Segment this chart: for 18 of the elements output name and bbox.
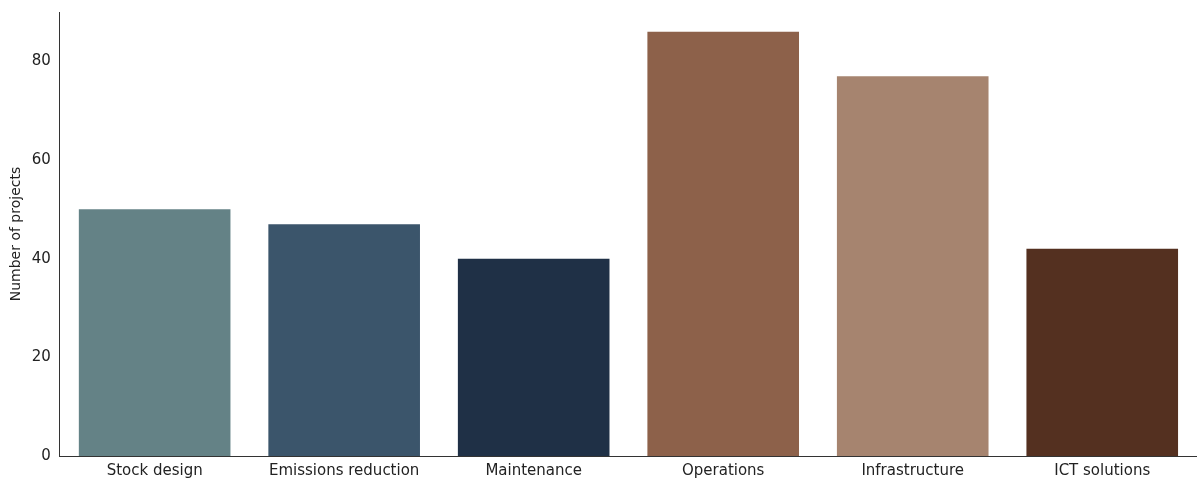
y-tick-label: 20	[31, 347, 51, 366]
x-tick-label: Operations	[681, 460, 765, 479]
x-tick-label: Infrastructure	[861, 460, 965, 479]
y-axis-title: Number of projects	[7, 166, 24, 302]
bar	[268, 224, 420, 456]
bar	[647, 31, 800, 456]
bar	[457, 258, 610, 456]
x-tick-label: Stock design	[106, 460, 203, 479]
y-tick-label: 40	[31, 248, 51, 267]
x-tick-label: ICT solutions	[1054, 460, 1151, 479]
y-tick-label: 0	[41, 445, 51, 464]
x-tick-label: Maintenance	[485, 460, 582, 479]
bar	[1026, 248, 1179, 456]
bar	[78, 209, 231, 456]
y-tick-label: 80	[31, 51, 51, 70]
x-tick-label: Emissions reduction	[268, 460, 420, 479]
bar	[836, 76, 989, 456]
y-tick-label: 60	[31, 149, 51, 168]
